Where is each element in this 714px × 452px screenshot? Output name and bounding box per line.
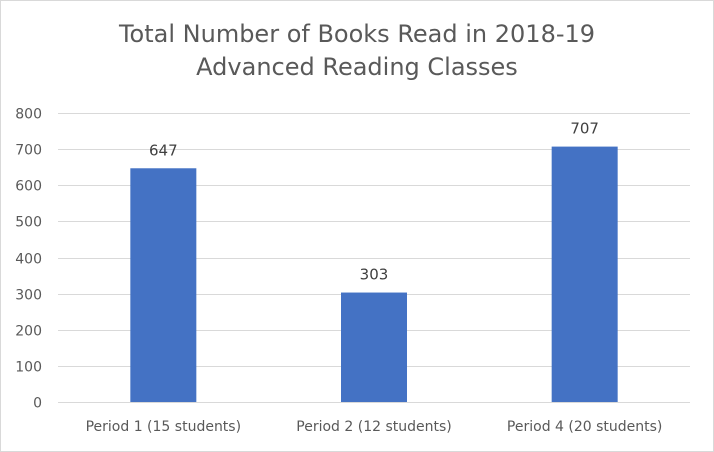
bar [130, 168, 197, 402]
y-tick-label: 700 [15, 143, 42, 159]
y-tick-label: 400 [15, 252, 42, 268]
y-tick-label: 100 [15, 360, 42, 376]
bar [551, 146, 618, 402]
data-label: 647 [149, 141, 178, 159]
y-tick-label: 200 [15, 324, 42, 340]
bars [130, 146, 618, 402]
x-tick-label: Period 1 (15 students) [86, 419, 241, 435]
y-tick-label: 0 [33, 396, 42, 412]
data-label: 707 [570, 120, 599, 138]
y-tick-label: 500 [15, 215, 42, 231]
y-tick-label: 600 [15, 179, 42, 195]
y-tick-label: 300 [15, 288, 42, 304]
bar [341, 292, 407, 402]
chart-title: Total Number of Books Read in 2018-19 Ad… [0, 18, 714, 84]
chart-title-line-1: Total Number of Books Read in 2018-19 [118, 20, 596, 48]
chart-title-line-2: Advanced Reading Classes [196, 53, 518, 81]
data-label: 303 [360, 266, 389, 284]
y-tick-label: 800 [15, 107, 42, 123]
x-tick-label: Period 4 (20 students) [507, 419, 662, 435]
labels: 0 100 200 300 400 500 600 700 800 647 Period 1 (15… [15, 107, 662, 436]
x-tick-label: Period 2 (12 students) [296, 419, 451, 435]
